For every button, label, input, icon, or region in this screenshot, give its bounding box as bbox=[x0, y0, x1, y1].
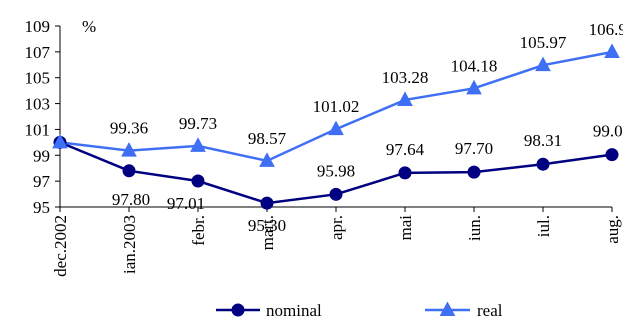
nominal-point-marker bbox=[260, 196, 274, 210]
real-data-label: 105.97 bbox=[520, 33, 567, 52]
nominal-data-label: 97.80 bbox=[112, 190, 150, 209]
real-point-marker bbox=[328, 120, 344, 136]
legend-label-real: real bbox=[477, 301, 503, 320]
real-point-marker bbox=[535, 56, 551, 72]
nominal-data-label: 98.31 bbox=[524, 131, 562, 150]
y-tick-label: 97 bbox=[33, 172, 51, 191]
y-tick-label: 103 bbox=[25, 95, 51, 114]
x-tick-label: mart. bbox=[258, 215, 277, 250]
x-tick-label: apr. bbox=[327, 215, 346, 240]
legend-label-nominal: nominal bbox=[266, 301, 322, 320]
y-tick-label: 107 bbox=[25, 43, 51, 62]
nominal-data-label: 95.98 bbox=[317, 161, 355, 180]
real-point-marker bbox=[121, 142, 137, 157]
real-data-label: 101.02 bbox=[313, 97, 360, 116]
x-tick-label: iun. bbox=[465, 215, 484, 241]
x-tick-label: mai bbox=[396, 215, 415, 241]
nominal-point-marker bbox=[191, 174, 205, 188]
real-data-label: 103.28 bbox=[382, 68, 429, 87]
plot-area: 97.80 97.01 95.30 95.98 97.64 97.70 98.31 99.05… bbox=[52, 20, 623, 235]
nominal-point-marker bbox=[329, 187, 343, 201]
real-point-marker bbox=[259, 152, 275, 167]
real-data-label: 99.73 bbox=[179, 114, 217, 133]
nominal-data-label: 99.05 bbox=[593, 122, 623, 141]
real-data-label: 99.36 bbox=[110, 119, 148, 138]
real-point-marker bbox=[604, 43, 620, 58]
y-tick-label: 101 bbox=[25, 120, 51, 139]
chart-axes: 95 97 99 101 103 105 107 109 dec.2002 ian.2003 feb… bbox=[25, 17, 623, 277]
x-tick-label: iul. bbox=[534, 215, 553, 237]
y-tick-label: 95 bbox=[33, 198, 50, 217]
x-tick-label: aug. bbox=[603, 215, 622, 244]
x-tick-label: ian.2003 bbox=[120, 215, 139, 274]
real-point-marker bbox=[190, 137, 206, 152]
x-tick-label: dec.2002 bbox=[51, 215, 70, 277]
nominal-point-marker bbox=[536, 157, 550, 171]
real-data-label: 98.57 bbox=[248, 129, 287, 148]
y-tick-label: 109 bbox=[25, 17, 51, 36]
nominal-data-label: 97.70 bbox=[455, 139, 493, 158]
nominal-data-label: 95.30 bbox=[248, 216, 286, 235]
real-data-label: 106.99 bbox=[589, 20, 623, 39]
real-data-label: 104.18 bbox=[451, 56, 498, 75]
legend-marker-real bbox=[439, 301, 456, 316]
legend-marker-nominal bbox=[231, 303, 245, 317]
nominal-point-marker bbox=[605, 148, 619, 162]
y-tick-label: 105 bbox=[25, 69, 51, 88]
nominal-point-marker bbox=[122, 164, 136, 178]
legend: nominal real bbox=[216, 301, 503, 320]
nominal-point-marker bbox=[398, 166, 412, 180]
nominal-point-marker bbox=[467, 165, 481, 179]
real-point-marker bbox=[397, 91, 413, 106]
real-point-marker bbox=[52, 133, 68, 149]
y-axis-unit-label: % bbox=[82, 17, 96, 36]
nominal-data-label: 97.64 bbox=[386, 140, 425, 159]
y-tick-label: 99 bbox=[33, 146, 50, 165]
x-tick-label: febr. bbox=[189, 215, 208, 246]
nominal-data-label: 97.01 bbox=[167, 194, 205, 213]
real-point-marker bbox=[466, 79, 482, 95]
